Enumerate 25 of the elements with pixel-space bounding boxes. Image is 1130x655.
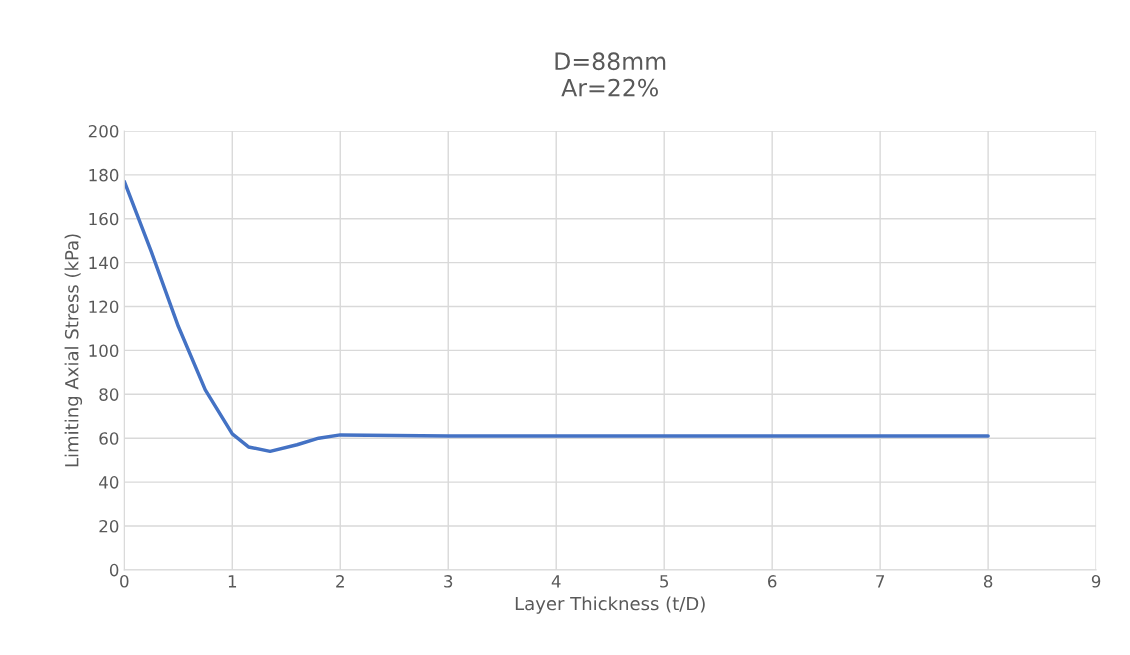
x-tick-label: 2 [336, 575, 344, 588]
x-tick-label: 7 [876, 575, 885, 588]
y-tick-label: 60 [99, 432, 119, 445]
x-tick-label: 5 [660, 575, 669, 588]
chart-title: D=88mm Ar=22% [555, 52, 666, 97]
y-tick-label: 0 [109, 563, 119, 577]
x-tick-label: 0 [120, 575, 129, 588]
x-axis-title: Layer Thickness (t/D) [515, 596, 705, 614]
y-tick-label: 100 [89, 344, 119, 357]
x-tick-label: 3 [444, 575, 453, 588]
y-tick-label: 200 [88, 124, 119, 138]
x-tick-label: 4 [551, 575, 561, 588]
y-tick-label: 140 [89, 256, 119, 270]
y-tick-label: 80 [99, 388, 119, 401]
x-tick-label: 1 [228, 575, 237, 588]
x-tick-label: 9 [1091, 575, 1101, 588]
y-axis-title: Limiting Axial Stress (kPa) [64, 234, 83, 467]
x-tick-label: 6 [768, 575, 777, 588]
y-tick-label: 120 [89, 300, 119, 314]
line-series [124, 179, 990, 454]
y-tick-label: 40 [99, 476, 119, 489]
y-tick-label: 160 [89, 212, 119, 226]
y-tick-label: 20 [99, 519, 119, 533]
x-tick-label: 8 [983, 575, 993, 588]
y-tick-label: 180 [89, 168, 119, 182]
